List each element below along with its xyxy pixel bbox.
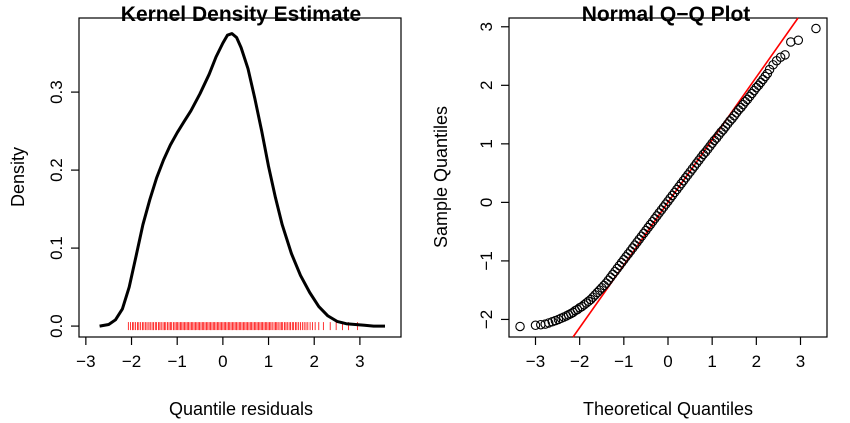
qq-x-tick-label: −3 xyxy=(526,352,545,371)
qq-y-tick-label: −2 xyxy=(477,310,496,329)
qq-point xyxy=(530,320,541,331)
kde-y-label: Density xyxy=(8,147,28,207)
kde-curve xyxy=(99,32,385,328)
qq-panel: Normal Q−Q Plot −3 −2 −1 0 1 2 3 −2 −1 0 1 2 3 Theo… xyxy=(431,3,828,419)
qq-x-tick-label: −1 xyxy=(614,352,633,371)
qq-point xyxy=(515,321,525,332)
kde-title: Kernel Density Estimate xyxy=(121,3,361,26)
qq-point xyxy=(780,50,790,60)
kde-y-tick-label: 0.2 xyxy=(47,158,66,182)
kde-x-tick-label: 1 xyxy=(264,352,273,371)
qq-y-tick-label: 2 xyxy=(477,81,496,90)
qq-y-label: Sample Quantiles xyxy=(431,106,451,248)
qq-y-tick-label: 1 xyxy=(477,139,496,148)
qq-x-tick-label: −2 xyxy=(570,352,589,371)
qq-point xyxy=(563,310,574,320)
qq-title: Normal Q−Q Plot xyxy=(582,3,751,26)
kde-x-tick-label: 3 xyxy=(355,352,364,371)
qq-y-tick-label: 3 xyxy=(477,22,496,31)
kde-x-axis: −3 −2 −1 0 1 2 3 xyxy=(76,337,365,371)
kde-panel: Kernel Density Estimate −3 −2 −1 0 1 2 3 0.00.… xyxy=(8,3,402,419)
qq-point xyxy=(760,71,770,82)
qq-x-label: Theoretical Quantiles xyxy=(583,399,753,419)
kde-x-tick-label: −2 xyxy=(122,352,141,371)
kde-x-tick-label: −3 xyxy=(76,352,95,371)
qq-x-tick-label: 3 xyxy=(796,352,805,371)
qq-point xyxy=(786,37,796,47)
kde-y-tick-label: 0.1 xyxy=(47,236,66,260)
kde-y-axis: 0.0 0.1 0.2 0.3 xyxy=(47,80,79,338)
kde-x-label: Quantile residuals xyxy=(169,399,313,419)
kde-y-tick-label: 0.0 xyxy=(47,314,66,338)
kde-rug xyxy=(127,322,359,331)
qq-point xyxy=(775,52,786,62)
qq-y-tick-label: 0 xyxy=(477,198,496,207)
kde-y-tick-label: 0.3 xyxy=(47,80,66,104)
qq-y-axis: −2 −1 0 1 2 3 xyxy=(477,22,509,329)
kde-plot-frame xyxy=(78,17,402,338)
qq-x-tick-label: 1 xyxy=(707,352,716,371)
kde-x-tick-label: 2 xyxy=(309,352,318,371)
qq-x-tick-label: 0 xyxy=(663,352,672,371)
qq-points xyxy=(515,23,821,332)
qq-x-axis: −3 −2 −1 0 1 2 3 xyxy=(526,337,805,371)
kde-x-tick-label: −1 xyxy=(168,352,187,371)
kde-x-tick-label: 0 xyxy=(218,352,227,371)
qq-x-tick-label: 2 xyxy=(752,352,761,371)
qq-point xyxy=(793,35,804,45)
qq-y-tick-label: −1 xyxy=(477,251,496,270)
qq-plot-frame xyxy=(508,17,828,338)
qq-point xyxy=(811,23,821,34)
